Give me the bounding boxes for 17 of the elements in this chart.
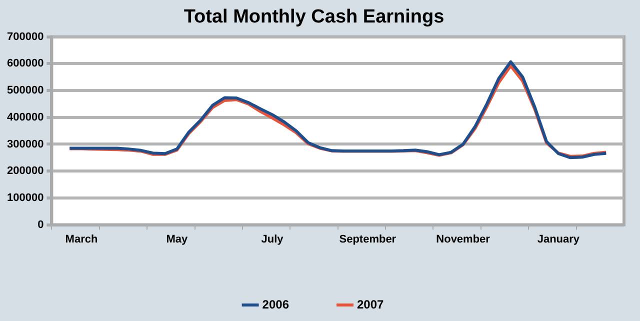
x-tick-label: November bbox=[436, 233, 491, 246]
chart-title: Total Monthly Cash Earnings bbox=[184, 6, 444, 28]
legend-label: 2007 bbox=[357, 297, 384, 312]
x-tick-label: January bbox=[537, 233, 580, 246]
y-tick-label: 100000 bbox=[6, 192, 44, 204]
y-tick-label: 500000 bbox=[6, 84, 44, 97]
y-tick-label: 700000 bbox=[6, 30, 44, 43]
y-tick-label: 0 bbox=[38, 218, 44, 231]
x-tick-label: September bbox=[339, 233, 397, 246]
legend-label: 2006 bbox=[262, 297, 290, 312]
y-tick-label: 600000 bbox=[6, 58, 44, 70]
y-tick-label: 200000 bbox=[6, 165, 44, 178]
y-tick-label: 300000 bbox=[6, 138, 44, 150]
x-tick-label: March bbox=[65, 233, 98, 246]
x-tick-label: May bbox=[166, 233, 188, 246]
x-tick-label: July bbox=[261, 233, 284, 246]
y-tick-label: 400000 bbox=[6, 111, 44, 124]
